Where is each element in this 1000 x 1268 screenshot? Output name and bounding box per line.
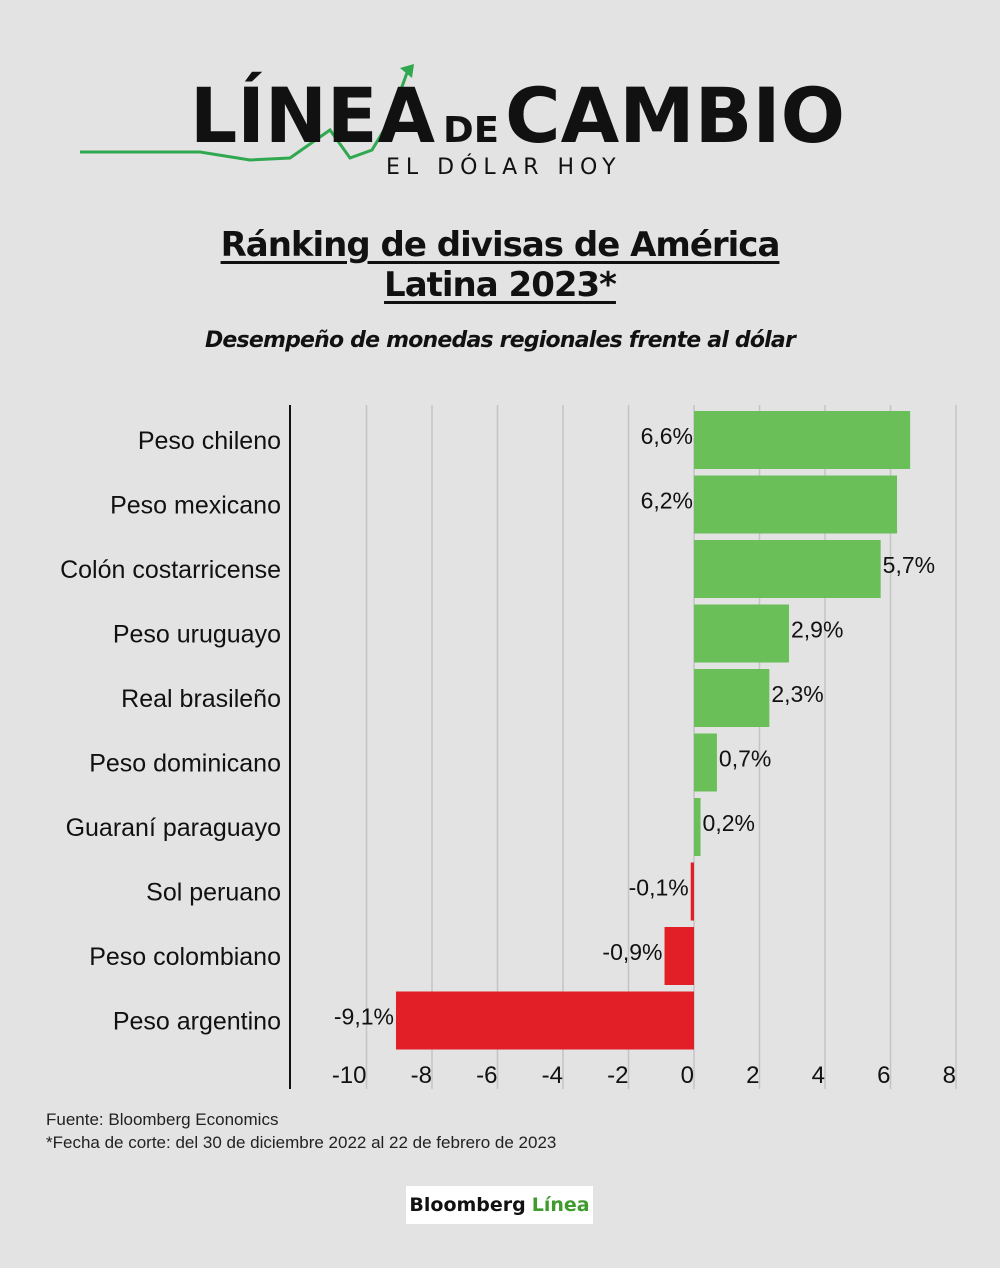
value-label: 6,6% (641, 423, 693, 449)
logo-subtitle: EL DÓLAR HOY (386, 154, 622, 180)
value-label: 5,7% (883, 552, 935, 578)
bar (694, 411, 911, 469)
category-label: Peso argentino (113, 1008, 281, 1036)
logo-word-cambio: CAMBIO (505, 71, 845, 160)
chart-title-line2: Latina 2023* (384, 265, 617, 305)
logo-trend-line (80, 69, 410, 162)
cutoff-note: *Fecha de corte: del 30 de diciembre 202… (46, 1133, 557, 1152)
value-label: 6,2% (641, 488, 693, 514)
bar (694, 798, 701, 856)
category-label: Sol peruano (146, 879, 281, 907)
x-tick-label: -6 (476, 1062, 497, 1089)
logo: LÍNEA DE CAMBIO EL DÓLAR HOY (80, 64, 845, 180)
brand-linea: Línea (531, 1194, 590, 1216)
value-label: -0,9% (602, 939, 662, 965)
bar (395, 991, 694, 1050)
value-label: 0,2% (703, 810, 755, 836)
source-note: Fuente: Bloomberg Economics (46, 1110, 279, 1129)
brand-bloomberg: Bloomberg (409, 1194, 526, 1216)
x-tick-label: -8 (411, 1062, 432, 1089)
x-tick-label: -10 (332, 1062, 367, 1089)
bar (694, 540, 881, 598)
category-label: Colón costarricense (60, 556, 281, 584)
bar (694, 669, 770, 727)
x-tick-label: -4 (542, 1062, 563, 1089)
bar (694, 733, 717, 792)
bar (694, 475, 898, 534)
x-tick-label: 4 (812, 1062, 825, 1089)
bars (395, 411, 911, 1050)
value-label: 2,9% (791, 617, 843, 643)
x-tick-label: 0 (681, 1062, 694, 1089)
value-label: -9,1% (334, 1004, 394, 1030)
bar (664, 927, 694, 985)
bar (694, 604, 789, 663)
chart-subtitle: Desempeño de monedas regionales frente a… (204, 328, 796, 353)
logo-word-linea: LÍNEA (190, 71, 435, 160)
logo-arrow-icon (400, 64, 414, 78)
category-label: Peso dominicano (89, 750, 281, 778)
category-label: Peso chileno (138, 427, 281, 455)
x-tick-label: 6 (877, 1062, 890, 1089)
x-tick-label: 2 (746, 1062, 759, 1089)
category-label: Peso uruguayo (113, 621, 281, 649)
bar (690, 862, 694, 921)
x-tick-label: -2 (607, 1062, 628, 1089)
category-label: Peso colombiano (89, 943, 281, 971)
category-label: Guaraní paraguayo (66, 814, 281, 842)
category-label: Peso mexicano (110, 492, 281, 520)
category-label: Real brasileño (121, 685, 281, 713)
bloomberg-linea-logo: Bloomberg Línea (406, 1186, 593, 1224)
value-label: -0,1% (629, 875, 689, 901)
chart-title-line1: Ránking de divisas de América (220, 225, 781, 265)
logo-word-de: DE (443, 110, 499, 151)
x-tick-label: 8 (943, 1062, 956, 1089)
labels: -10 -8 -6 -4 -2 0 2 4 6 8 Peso chileno 6,6% Peso mex… (60, 423, 956, 1089)
value-label: 0,7% (719, 746, 771, 772)
value-label: 2,3% (771, 681, 823, 707)
